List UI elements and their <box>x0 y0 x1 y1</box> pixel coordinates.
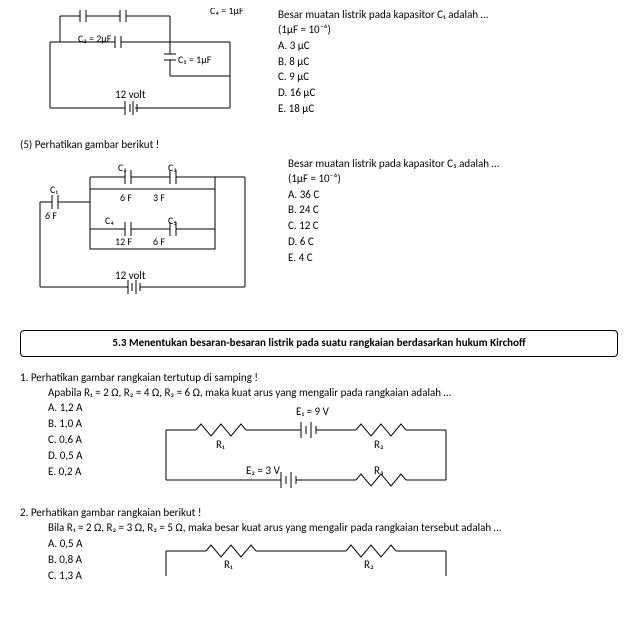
c3-label: C₃ <box>168 161 177 174</box>
c5-label: C₅ <box>168 214 177 227</box>
e2-label: E₂ = 3 V <box>246 464 281 477</box>
kirchoff-q2: A. 0,5 A B. 0,8 A C. 1,3 A R₁ R₂ <box>20 536 618 585</box>
c3-val: 3 F <box>153 191 165 204</box>
k1-label: 1. Perhatikan gambar rangkaian tertutup … <box>20 371 618 386</box>
c1-label: C₁ <box>50 183 58 196</box>
k1-opt-a: A. 1,2 A <box>48 401 128 416</box>
q5-opt-c: C. 12 C <box>288 219 618 234</box>
q5-opt-b: B. 24 C <box>288 203 618 218</box>
c5-val: 6 F <box>153 235 165 248</box>
q4-circuit: C₄ = 1μF C₂ = 2μF C₅ = 1μF 12 volt <box>20 8 260 128</box>
k2-circuit: R₁ R₂ <box>146 536 466 585</box>
q5-label: (5) Perhatikan gambar berikut ! <box>20 138 618 153</box>
q4-text: Besar muatan listrik pada kapasitor C₁ a… <box>278 8 618 128</box>
r1-label: R₁ <box>216 438 225 451</box>
k2-answers: A. 0,5 A B. 0,8 A C. 1,3 A <box>48 536 128 585</box>
q4-opt-b: B. 8 μC <box>278 55 618 70</box>
c2-label: C₂ <box>118 161 127 174</box>
c4-label: C₄ = 1μF <box>210 8 244 17</box>
section-heading: 5.3 Menentukan besaran-besaran listrik p… <box>20 330 618 357</box>
e1-label: E₁ = 9 V <box>296 405 330 418</box>
k1-opt-d: D. 0,5 A <box>48 449 128 464</box>
c4-label: C₄ <box>105 214 114 227</box>
k2-opt-c: C. 1,3 A <box>48 569 128 584</box>
q5-prompt: Besar muatan listrik pada kapasitor C₅ a… <box>288 157 618 172</box>
k1-circuit: E₁ = 9 V R₁ R₂ E₂ = 3 V R₃ <box>146 400 466 500</box>
k2-r2: R₂ <box>364 558 374 571</box>
k2-cond: Bila R₁ = 2 Ω, R₂ = 3 Ω, R₃ = 5 Ω, maka … <box>48 521 618 536</box>
q5-opt-a: A. 36 C <box>288 188 618 203</box>
c5-label: C₅ = 1μF <box>178 53 212 66</box>
q4-opt-e: E. 18 μC <box>278 102 618 117</box>
c4-val: 12 F <box>115 235 132 248</box>
c2-label: C₂ = 2μF <box>78 32 112 45</box>
q5-text: Besar muatan listrik pada kapasitor C₅ a… <box>288 157 618 312</box>
r3-label: R₃ <box>374 464 384 477</box>
q5-opt-e: E. 4 C <box>288 251 618 266</box>
q5-circuit: C₁ 6 F C₂ 6 F C₃ 3 F C₄ 12 F C₅ 6 F 12 v… <box>20 157 270 312</box>
q5-opt-d: D. 6 C <box>288 235 618 250</box>
q4-opt-a: A. 3 μC <box>278 39 618 54</box>
c1-val: 6 F <box>45 209 57 222</box>
question-4: C₄ = 1μF C₂ = 2μF C₅ = 1μF 12 volt Besar… <box>20 8 618 128</box>
k2-opt-a: A. 0,5 A <box>48 537 128 552</box>
k1-opt-e: E. 0,2 A <box>48 465 128 480</box>
r2-label: R₂ <box>374 438 384 451</box>
k1-answers: A. 1,2 A B. 1,0 A C. 0,6 A D. 0,5 A E. 0… <box>48 400 128 500</box>
k1-cond: Apabila R₁ = 2 Ω, R₂ = 4 Ω, R₃ = 6 Ω, ma… <box>48 386 618 401</box>
question-5: C₁ 6 F C₂ 6 F C₃ 3 F C₄ 12 F C₅ 6 F 12 v… <box>20 157 618 312</box>
q4-note: (1μF = 10⁻⁶) <box>278 23 618 38</box>
k2-label: 2. Perhatikan gambar rangkaian berikut ! <box>20 506 618 521</box>
q4-opt-c: C. 9 μC <box>278 70 618 85</box>
k1-opt-c: C. 0,6 A <box>48 433 128 448</box>
q5-note: (1μF = 10⁻⁶) <box>288 172 618 187</box>
k2-r1: R₁ <box>224 558 233 571</box>
q4-opt-d: D. 16 μC <box>278 86 618 101</box>
q4-prompt: Besar muatan listrik pada kapasitor C₁ a… <box>278 8 618 23</box>
k1-opt-b: B. 1,0 A <box>48 417 128 432</box>
kirchoff-q1: A. 1,2 A B. 1,0 A C. 0,6 A D. 0,5 A E. 0… <box>20 400 618 500</box>
k2-opt-b: B. 0,8 A <box>48 553 128 568</box>
c2-val: 6 F <box>120 191 132 204</box>
q4-volt: 12 volt <box>115 88 146 101</box>
q5-volt: 12 volt <box>115 269 146 282</box>
